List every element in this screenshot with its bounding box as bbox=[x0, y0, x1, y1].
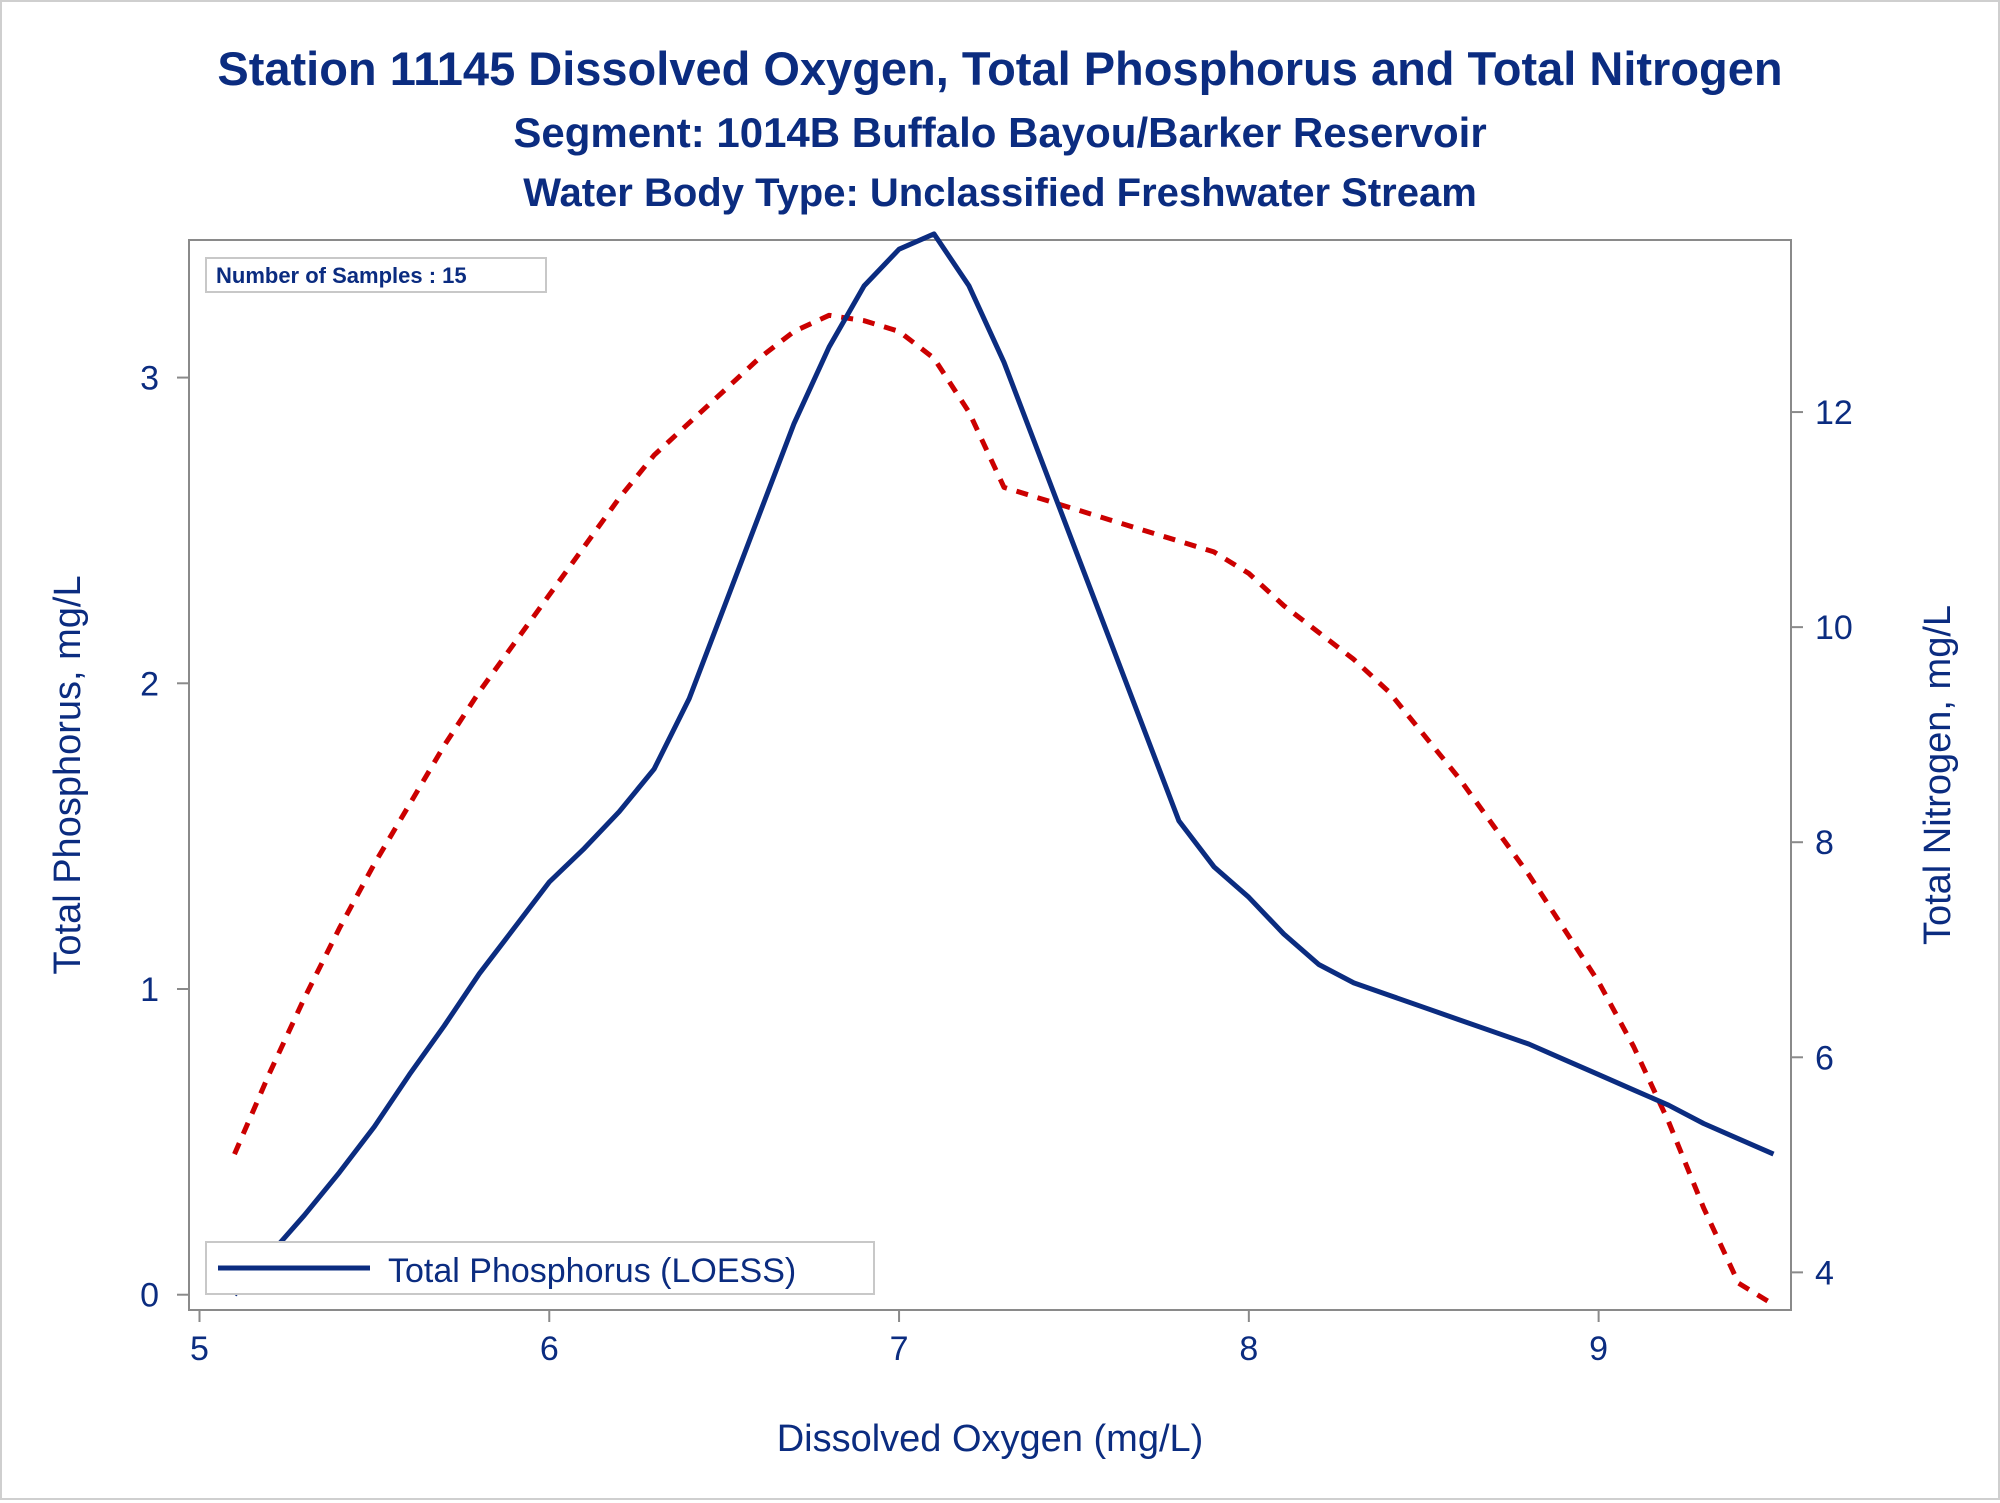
nitrogen-series-line bbox=[232, 312, 1775, 1307]
x-tick-label: 6 bbox=[540, 1330, 559, 1368]
series-lines bbox=[232, 231, 1775, 1307]
x-tick-label: 5 bbox=[190, 1330, 209, 1368]
y-left-tick-label: 0 bbox=[140, 1277, 159, 1315]
legend: Total Phosphorus (LOESS) bbox=[205, 1241, 875, 1295]
sample-count-label: Number of Samples : 15 bbox=[216, 263, 467, 288]
y-right-tick-label: 12 bbox=[1815, 394, 1853, 432]
y-right-tick-label: 8 bbox=[1815, 824, 1834, 862]
y-right-tick-label: 10 bbox=[1815, 609, 1853, 647]
x-tick-label: 9 bbox=[1589, 1330, 1608, 1368]
chart-title: Station 11145 Dissolved Oxygen, Total Ph… bbox=[217, 42, 1782, 95]
y-axis-label-right: Total Nitrogen, mg/L bbox=[1917, 605, 1959, 945]
x-tick-label: 8 bbox=[1239, 1330, 1258, 1368]
legend-label-phosphorus: Total Phosphorus (LOESS) bbox=[388, 1252, 796, 1290]
plot-area bbox=[188, 239, 1792, 1311]
x-axis-label: Dissolved Oxygen (mg/L) bbox=[777, 1418, 1204, 1460]
y-left-tick-label: 2 bbox=[140, 665, 159, 703]
sample-count-box: Number of Samples : 15 bbox=[205, 257, 547, 293]
phosphorus-series-line bbox=[232, 231, 1775, 1297]
y-right-tick-label: 6 bbox=[1815, 1039, 1834, 1077]
y-left-tick-label: 3 bbox=[140, 360, 159, 398]
y-right-tick-label: 4 bbox=[1815, 1254, 1834, 1292]
x-tick-label: 7 bbox=[890, 1330, 909, 1368]
y-left-tick-label: 1 bbox=[140, 971, 159, 1009]
chart-subtitle-2: Water Body Type: Unclassified Freshwater… bbox=[523, 171, 1477, 215]
chart-subtitle: Segment: 1014B Buffalo Bayou/Barker Rese… bbox=[513, 109, 1486, 156]
y-axis-label-left: Total Phosphorus, mg/L bbox=[47, 575, 89, 974]
